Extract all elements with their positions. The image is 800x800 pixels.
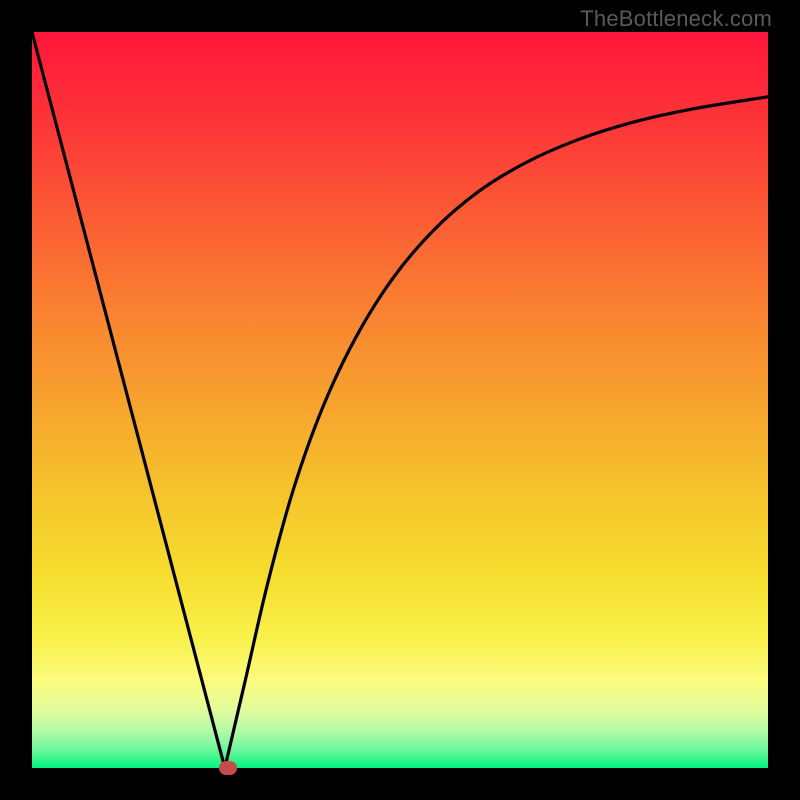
bottleneck-curve: [32, 32, 768, 768]
optimal-point-marker: [219, 761, 237, 775]
watermark-text: TheBottleneck.com: [580, 6, 772, 32]
plot-area: [32, 32, 768, 768]
chart-frame: TheBottleneck.com: [0, 0, 800, 800]
